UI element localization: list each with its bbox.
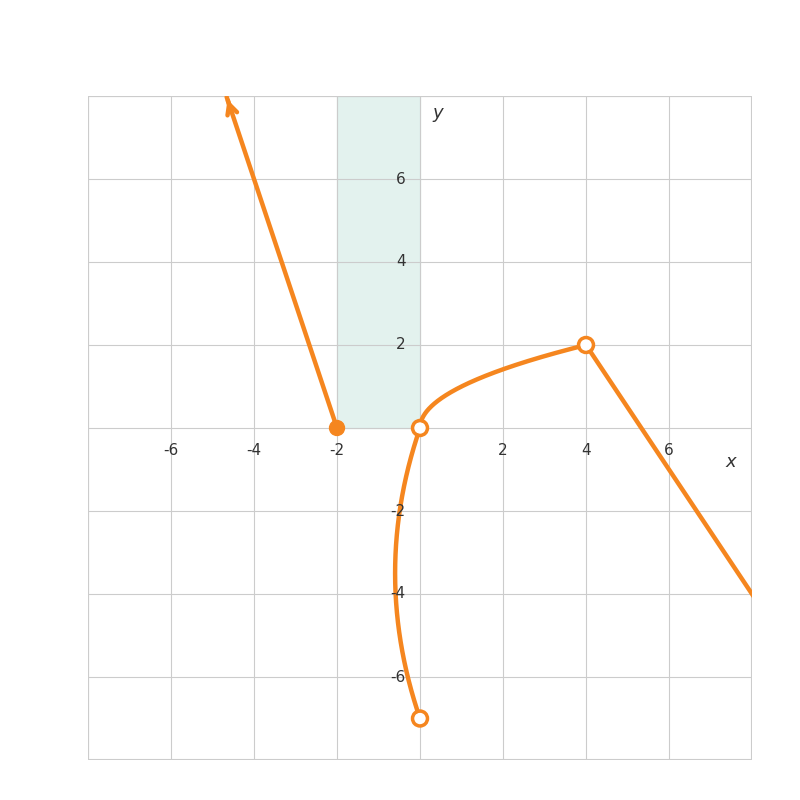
Text: -4: -4 (390, 586, 406, 602)
Text: -2: -2 (330, 442, 345, 458)
Circle shape (414, 714, 426, 724)
Text: -6: -6 (163, 442, 178, 458)
Text: -4: -4 (246, 442, 262, 458)
Text: x: x (726, 453, 737, 471)
Text: 4: 4 (396, 254, 406, 270)
Text: 4: 4 (581, 442, 591, 458)
Circle shape (330, 421, 345, 435)
Circle shape (581, 340, 591, 350)
Bar (337, 96, 420, 428)
Text: 2: 2 (396, 338, 406, 353)
Text: 6: 6 (396, 171, 406, 186)
Text: y: y (433, 104, 443, 122)
Text: 6: 6 (664, 442, 674, 458)
Text: -2: -2 (390, 503, 406, 518)
Circle shape (414, 422, 426, 434)
Text: -6: -6 (390, 670, 406, 685)
Text: 2: 2 (498, 442, 508, 458)
